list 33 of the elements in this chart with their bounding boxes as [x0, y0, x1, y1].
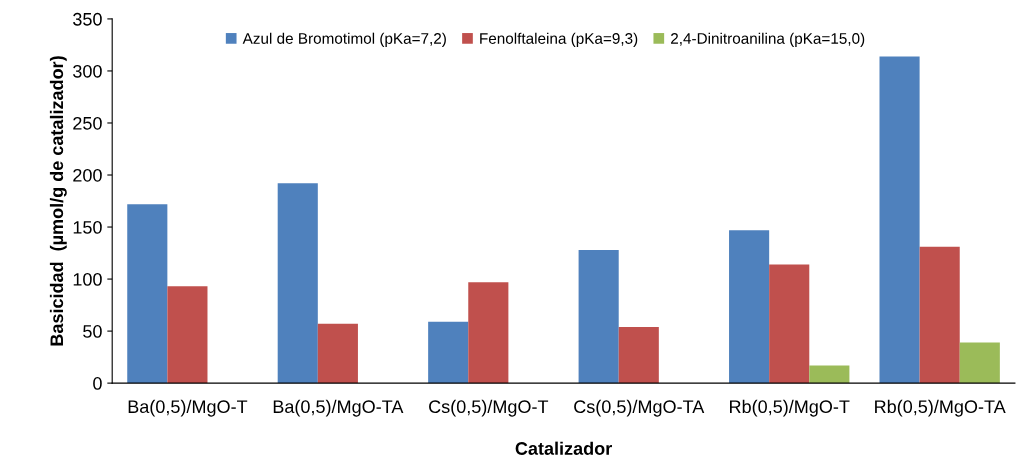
y-tick-label: 150: [73, 220, 102, 234]
x-tick-label: Rb(0,5)/MgO-TA: [875, 399, 1006, 417]
legend-label: 2,4-Dinitroanilina (pKa=15,0): [671, 32, 865, 47]
bar: [809, 365, 850, 384]
bar: [959, 342, 1000, 384]
bar: [879, 56, 920, 384]
bar: [578, 249, 619, 384]
x-tick-label: Ba(0,5)/MgO-T: [128, 399, 248, 417]
x-tick-label: Cs(0,5)/MgO-T: [429, 399, 549, 417]
x-tick-label: Ba(0,5)/MgO-TA: [273, 399, 404, 417]
y-tick-label: 300: [73, 64, 102, 78]
bar: [919, 246, 960, 384]
bar: [317, 323, 358, 384]
x-tick-label: Cs(0,5)/MgO-TA: [574, 399, 705, 417]
bar: [277, 183, 318, 384]
y-tick-label: 350: [73, 12, 102, 26]
bar: [428, 321, 469, 384]
legend-label: Fenolftaleina (pKa=9,3): [480, 32, 638, 47]
x-axis-title: Catalizador: [515, 441, 612, 455]
x-tick-label: Rb(0,5)/MgO-T: [730, 399, 850, 417]
legend-label: Azul de Bromotimol (pKa=7,2): [242, 32, 446, 47]
y-tick-label: 100: [73, 273, 102, 286]
y-tick-label: 0: [93, 377, 102, 390]
y-tick-label: 50: [83, 325, 102, 338]
y-tick-label: 200: [73, 168, 102, 182]
bar: [468, 282, 509, 384]
bar: [769, 264, 810, 384]
bar: [127, 204, 168, 384]
y-tick-label: 250: [73, 116, 102, 130]
bar: [618, 326, 659, 384]
bar: [729, 230, 770, 384]
y-axis-title: Basicidad (µmol/g de catalizador): [49, 56, 67, 346]
bar: [167, 286, 208, 384]
